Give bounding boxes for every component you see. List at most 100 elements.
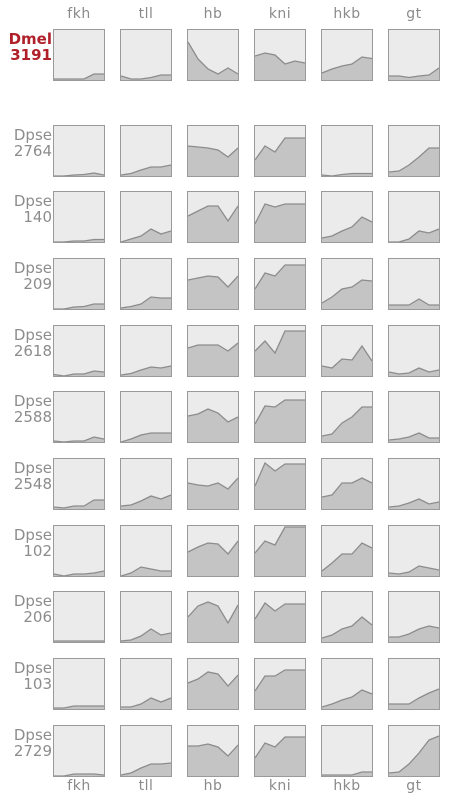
panel-140-gt [388, 191, 440, 243]
column-label-gt-bottom: gt [387, 778, 441, 794]
row-species: Dmel [9, 31, 52, 47]
panel-plot [121, 392, 171, 442]
panel-102-tll [120, 525, 172, 577]
panel-plot [389, 726, 439, 776]
row-species: Dpse [14, 660, 52, 676]
panel-plot [188, 126, 238, 176]
panel-plot [188, 326, 238, 376]
expression-area [322, 690, 372, 709]
panel-2588-kni [254, 391, 306, 443]
expression-area [255, 400, 305, 442]
row-species: Dpse [14, 127, 52, 143]
panel-140-hb [187, 191, 239, 243]
expression-area [255, 527, 305, 576]
panel-103-kni [254, 658, 306, 710]
expression-area [322, 280, 372, 309]
row-label-dpse-209: Dpse 209 [14, 260, 52, 292]
panel-plot [121, 259, 171, 309]
panel-209-gt [388, 258, 440, 310]
column-label-gt-top: gt [387, 6, 441, 22]
row-id: 102 [14, 543, 52, 559]
row-label-dpse-103: Dpse 103 [14, 660, 52, 692]
panel-plot [54, 192, 104, 242]
panel-2588-hb [187, 391, 239, 443]
panel-2764-hb [187, 125, 239, 177]
expression-area [255, 331, 305, 376]
panel-3191-hkb [321, 29, 373, 81]
panel-2548-fkh [53, 458, 105, 510]
column-label-hkb-bottom: hkb [320, 778, 374, 794]
panel-206-kni [254, 591, 306, 643]
panel-plot [188, 192, 238, 242]
panel-plot [322, 526, 372, 576]
row-species: Dpse [14, 460, 52, 476]
panel-plot [121, 459, 171, 509]
panel-2548-tll [120, 458, 172, 510]
panel-plot [389, 326, 439, 376]
expression-area [188, 206, 238, 242]
panel-plot [121, 192, 171, 242]
row-label-dpse-2548: Dpse 2548 [14, 460, 52, 492]
panel-plot [121, 126, 171, 176]
panel-2618-tll [120, 325, 172, 377]
panel-plot [54, 30, 104, 80]
panel-plot [255, 126, 305, 176]
panel-3191-kni [254, 29, 306, 81]
column-label-tll-bottom: tll [119, 778, 173, 794]
panel-206-tll [120, 591, 172, 643]
panel-209-fkh [53, 258, 105, 310]
panel-102-gt [388, 525, 440, 577]
row-species: Dpse [14, 393, 52, 409]
row-id: 206 [14, 609, 52, 625]
panel-2764-tll [120, 125, 172, 177]
panel-plot [255, 526, 305, 576]
column-label-hb-top: hb [186, 6, 240, 22]
panel-plot [121, 592, 171, 642]
panel-plot [322, 326, 372, 376]
panel-209-hb [187, 258, 239, 310]
row-id: 2618 [14, 343, 52, 359]
row-species: Dpse [14, 327, 52, 343]
expression-area [389, 626, 439, 642]
panel-plot [188, 592, 238, 642]
panel-140-tll [120, 191, 172, 243]
panel-2548-gt [388, 458, 440, 510]
panel-plot [255, 392, 305, 442]
row-species: Dpse [14, 727, 52, 743]
panel-2618-fkh [53, 325, 105, 377]
panel-plot [322, 592, 372, 642]
expression-area [188, 744, 238, 776]
panel-plot [121, 326, 171, 376]
row-species: Dpse [14, 593, 52, 609]
panel-plot [389, 659, 439, 709]
row-species: Dpse [14, 193, 52, 209]
panel-plot [255, 726, 305, 776]
panel-plot [121, 526, 171, 576]
expression-area [188, 541, 238, 576]
expression-area [188, 343, 238, 376]
column-label-tll-top: tll [119, 6, 173, 22]
panel-3191-fkh [53, 29, 105, 81]
panel-2618-hb [187, 325, 239, 377]
panel-plot [188, 259, 238, 309]
expression-area [255, 670, 305, 709]
panel-plot [54, 726, 104, 776]
expression-area [188, 146, 238, 176]
expression-area [188, 42, 238, 80]
panel-102-fkh [53, 525, 105, 577]
row-label-dpse-102: Dpse 102 [14, 527, 52, 559]
panel-plot [389, 192, 439, 242]
panel-206-fkh [53, 591, 105, 643]
panel-2729-hkb [321, 725, 373, 777]
panel-206-gt [388, 591, 440, 643]
column-label-kni-top: kni [253, 6, 307, 22]
row-id: 2729 [14, 743, 52, 759]
panel-102-hkb [321, 525, 373, 577]
panel-plot [188, 30, 238, 80]
panel-plot [255, 30, 305, 80]
expression-area [389, 736, 439, 776]
row-id: 2764 [14, 143, 52, 159]
panel-plot [255, 192, 305, 242]
panel-plot [389, 526, 439, 576]
